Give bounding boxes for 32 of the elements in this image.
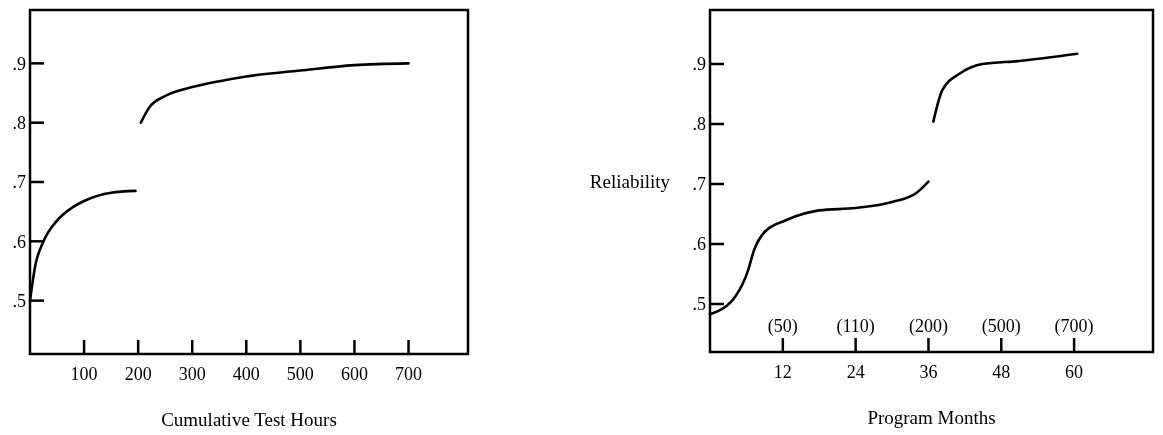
y-tick-label: .8 xyxy=(12,112,26,133)
y-tick-label: .8 xyxy=(692,114,706,135)
x-tick-label: 400 xyxy=(232,364,260,384)
x-tick-label: 200 xyxy=(124,364,152,384)
y-tick-label: .5 xyxy=(692,294,706,315)
x-tick-label: 700 xyxy=(395,364,423,384)
annotation: (50) xyxy=(767,316,798,337)
line-series xyxy=(932,52,1079,123)
y-tick-label: .7 xyxy=(692,174,706,195)
y-tick-label: .9 xyxy=(692,54,706,75)
y-tick-label: .6 xyxy=(692,234,706,255)
line-series xyxy=(139,62,410,124)
annotation: (110) xyxy=(836,316,875,337)
x-tick-label: 24 xyxy=(846,362,865,382)
x-axis-title: Program Months xyxy=(867,407,996,428)
y-tick-label: .9 xyxy=(12,53,26,74)
y-tick-label: .5 xyxy=(12,290,26,311)
annotation: (500) xyxy=(981,316,1021,337)
x-tick-label: 36 xyxy=(919,362,938,382)
annotation: (200) xyxy=(908,316,948,337)
x-tick-label: 60 xyxy=(1065,362,1084,382)
x-tick-label: 12 xyxy=(773,362,792,382)
x-axis-title: Cumulative Test Hours xyxy=(161,409,337,430)
x-tick-label: 300 xyxy=(178,364,206,384)
annotation: (700) xyxy=(1054,316,1094,337)
x-tick-label: 48 xyxy=(992,362,1011,382)
y-axis-title: Reliability xyxy=(589,170,671,192)
x-tick-label: 100 xyxy=(70,364,98,384)
x-tick-label: 600 xyxy=(340,364,368,384)
y-tick-label: .7 xyxy=(12,172,26,193)
y-tick-label: .6 xyxy=(12,231,26,252)
x-tick-label: 500 xyxy=(286,364,314,384)
